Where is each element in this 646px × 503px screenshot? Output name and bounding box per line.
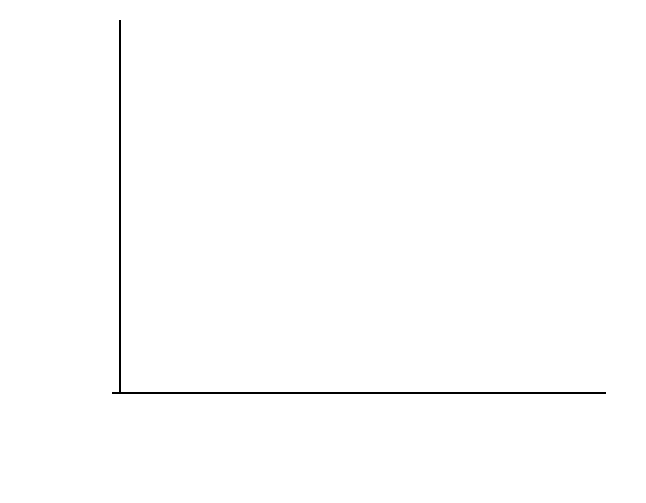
chart-container [0, 0, 646, 503]
axes [120, 20, 606, 393]
serum-albumin-chart [0, 0, 646, 503]
